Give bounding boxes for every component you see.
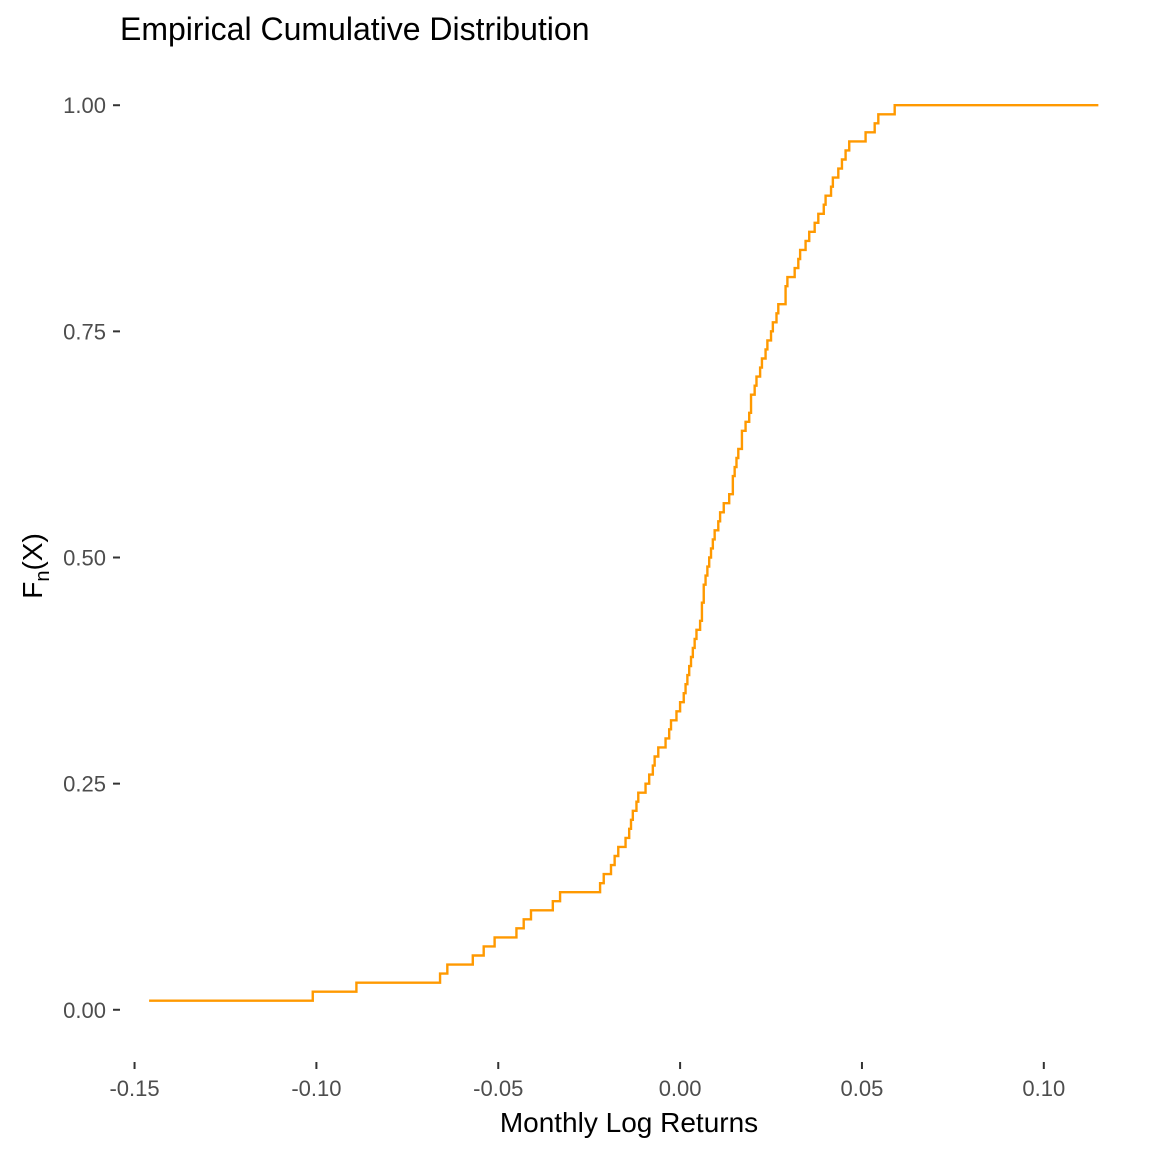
x-tick-label: -0.05 bbox=[473, 1076, 523, 1101]
y-tick-label: 0.50 bbox=[63, 546, 106, 571]
x-axis: -0.15 -0.10 -0.05 0.00 0.05 0.10 bbox=[109, 1062, 1065, 1101]
x-tick-label: -0.15 bbox=[109, 1076, 159, 1101]
y-tick-label: 0.25 bbox=[63, 772, 106, 797]
y-axis-title-subscript: n bbox=[32, 571, 54, 582]
y-axis-title: Fn(X) bbox=[17, 533, 54, 599]
x-axis-title: Monthly Log Returns bbox=[500, 1107, 758, 1138]
x-tick-label: 0.00 bbox=[659, 1076, 702, 1101]
x-tick-label: -0.10 bbox=[291, 1076, 341, 1101]
x-tick-label: 0.10 bbox=[1022, 1076, 1065, 1101]
chart-title: Empirical Cumulative Distribution bbox=[120, 11, 589, 47]
y-axis-title-main: F bbox=[17, 582, 48, 599]
y-axis: 0.00 0.25 0.50 0.75 1.00 bbox=[63, 93, 120, 1023]
y-tick-label: 0.75 bbox=[63, 319, 106, 344]
y-tick-label: 1.00 bbox=[63, 93, 106, 118]
y-axis-title-suffix: (X) bbox=[17, 533, 48, 570]
svg-text:Fn(X): Fn(X) bbox=[17, 533, 54, 599]
y-tick-label: 0.00 bbox=[63, 998, 106, 1023]
x-tick-label: 0.05 bbox=[841, 1076, 884, 1101]
ecdf-series-line bbox=[149, 104, 1099, 1002]
